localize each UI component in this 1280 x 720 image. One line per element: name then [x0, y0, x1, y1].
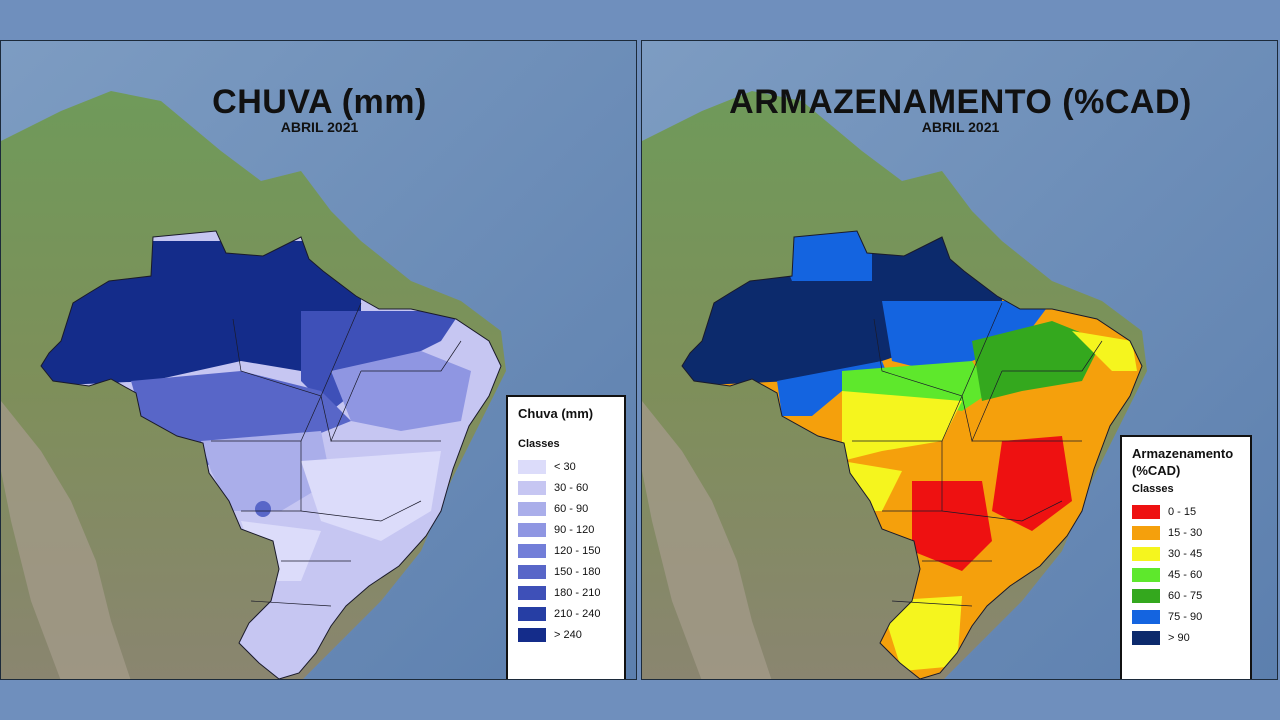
legend-label: 15 - 30: [1168, 526, 1203, 539]
legend-label: < 30: [554, 460, 576, 473]
rainfall-legend-subtitle: Classes: [518, 438, 560, 450]
legend-label: 30 - 45: [1168, 547, 1203, 560]
legend-label: 45 - 60: [1168, 568, 1203, 581]
storage-legend-title: Armazenamento (%CAD): [1132, 446, 1234, 478]
legend-label: 150 - 180: [554, 565, 601, 578]
legend-row: 90 - 120: [518, 519, 614, 540]
andes-region: [1, 401, 131, 679]
legend-swatch: [518, 606, 546, 621]
brazil-border: [681, 230, 1143, 679]
legend-swatch: [518, 543, 546, 558]
legend-row: 75 - 90: [1132, 606, 1240, 627]
legend-swatch: [1132, 609, 1160, 624]
storage-legend-subtitle: Classes: [1132, 483, 1174, 495]
legend-label: 180 - 210: [554, 586, 601, 599]
legend-swatch: [1132, 546, 1160, 561]
rainfall-map: [1, 41, 636, 679]
rainfall-legend-classes: < 30 30 - 60 60 - 90 90 - 120 120 - 150 …: [518, 456, 614, 645]
legend-label: 60 - 75: [1168, 589, 1203, 602]
storage-legend: Armazenamento (%CAD) Classes 0 - 15 15 -…: [1120, 435, 1252, 679]
legend-row: 15 - 30: [1132, 522, 1240, 543]
legend-row: 210 - 240: [518, 603, 614, 624]
rainfall-map-panel: CHUVA (mm) ABRIL 2021 Chuva (mm) Classes…: [0, 40, 637, 680]
legend-row: 30 - 45: [1132, 543, 1240, 564]
legend-label: 60 - 90: [554, 502, 589, 515]
storage-legend-classes: 0 - 15 15 - 30 30 - 45 45 - 60 60 - 75 7…: [1132, 501, 1240, 648]
legend-row: 150 - 180: [518, 561, 614, 582]
rainfall-legend-title: Chuva (mm): [518, 406, 594, 421]
legend-row: 45 - 60: [1132, 564, 1240, 585]
andes-region: [642, 401, 772, 679]
legend-label: 0 - 15: [1168, 505, 1197, 518]
legend-swatch: [518, 501, 546, 516]
legend-swatch: [518, 522, 546, 537]
legend-label: > 90: [1168, 631, 1190, 644]
legend-row: > 90: [1132, 627, 1240, 648]
legend-row: 120 - 150: [518, 540, 614, 561]
legend-label: 90 - 120: [554, 523, 595, 536]
rainfall-map-title: CHUVA (mm): [212, 83, 427, 121]
legend-label: 30 - 60: [554, 481, 589, 494]
legend-row: 0 - 15: [1132, 501, 1240, 522]
legend-label: 75 - 90: [1168, 610, 1203, 623]
legend-swatch: [1132, 567, 1160, 582]
legend-swatch: [1132, 630, 1160, 645]
legend-swatch: [518, 564, 546, 579]
legend-row: 180 - 210: [518, 582, 614, 603]
state-boundaries: [211, 302, 462, 607]
legend-label: 120 - 150: [554, 544, 601, 557]
storage-map-panel: ARMAZENAMENTO (%CAD) ABRIL 2021 Armazena…: [641, 40, 1278, 680]
legend-label: > 240: [554, 628, 582, 641]
legend-swatch: [518, 480, 546, 495]
legend-row: 60 - 90: [518, 498, 614, 519]
legend-row: < 30: [518, 456, 614, 477]
storage-map-subtitle: ABRIL 2021: [921, 119, 1000, 135]
brazil-border: [40, 230, 502, 679]
state-boundaries: [852, 302, 1103, 607]
legend-swatch: [518, 459, 546, 474]
legend-swatch: [1132, 525, 1160, 540]
storage-map-title: ARMAZENAMENTO (%CAD): [729, 83, 1192, 121]
legend-row: 60 - 75: [1132, 585, 1240, 606]
legend-swatch: [518, 585, 546, 600]
legend-swatch: [1132, 504, 1160, 519]
legend-row: > 240: [518, 624, 614, 645]
legend-row: 30 - 60: [518, 477, 614, 498]
legend-swatch: [1132, 588, 1160, 603]
legend-swatch: [518, 627, 546, 642]
legend-label: 210 - 240: [554, 607, 601, 620]
rainfall-map-subtitle: ABRIL 2021: [280, 119, 359, 135]
rainfall-legend: Chuva (mm) Classes < 30 30 - 60 60 - 90 …: [506, 395, 626, 679]
